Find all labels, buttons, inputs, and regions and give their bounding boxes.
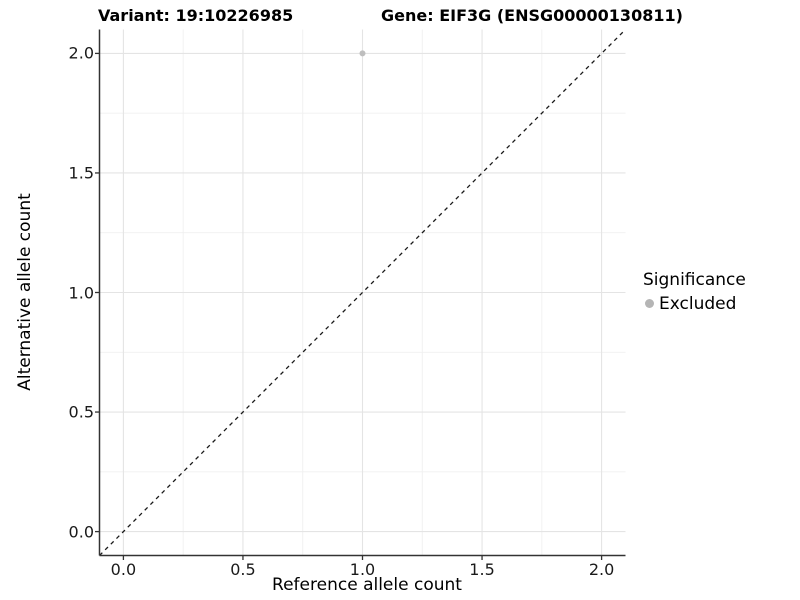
legend-title: Significance: [643, 270, 746, 290]
legend: Significance Excluded: [643, 270, 746, 314]
y-tick-label: 2.0: [68, 43, 94, 63]
y-tick-label: 0.0: [68, 522, 94, 542]
x-tick-label: 0.5: [230, 560, 256, 579]
y-tick-label: 1.0: [68, 283, 94, 302]
x-tick-label: 0.0: [110, 560, 137, 579]
x-tick-label: 1.0: [349, 560, 376, 579]
legend-key-dot-icon: [645, 299, 654, 308]
legend-entry: Excluded: [645, 293, 746, 314]
y-tick-label: 0.5: [68, 402, 94, 422]
legend-entry-label: Excluded: [659, 293, 737, 314]
x-tick-label: 2.0: [588, 560, 615, 579]
plot-title-variant: Variant: 19:10226985: [98, 6, 294, 25]
x-axis-title: Reference allele count: [272, 575, 462, 595]
identity-dashed-line: [99, 29, 626, 556]
legend-entries: Excluded: [643, 293, 746, 314]
y-axis-title: Alternative allele count: [15, 193, 35, 391]
data-point: [359, 50, 366, 57]
x-tick-label: 1.5: [469, 560, 495, 579]
plot-title-gene: Gene: EIF3G (ENSG00000130811): [381, 6, 683, 25]
y-tick-label: 1.5: [68, 163, 94, 183]
